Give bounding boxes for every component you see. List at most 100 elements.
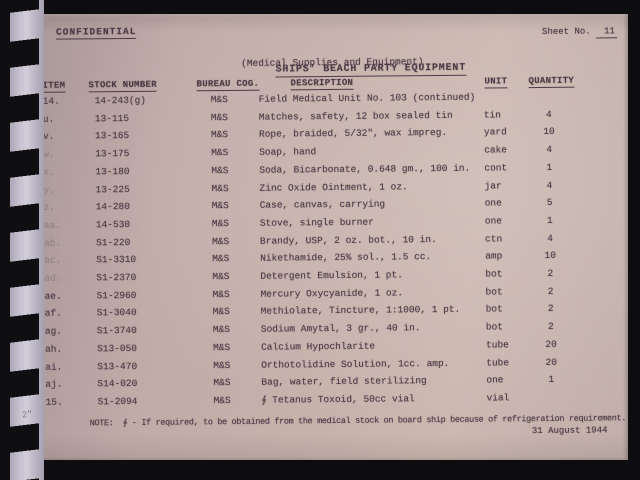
description-cell: Mercury Oxycyanide, 1 oz. — [260, 287, 404, 300]
quantity-cell: 2 — [547, 285, 554, 297]
description-cell: Rope, braided, 5/32", wax impreg. — [258, 127, 448, 141]
quantity-cell: 4 — [546, 143, 553, 156]
sheet-number-label: Sheet No. — [541, 26, 591, 37]
bureau-cog-cell: M&S — [211, 147, 229, 159]
unit-cell: one — [486, 374, 504, 386]
quantity-cell: 4 — [546, 179, 553, 191]
quantity-cell: 10 — [543, 126, 555, 138]
bureau-cog-cell: M&S — [212, 306, 230, 318]
sheet-number: Sheet No. 11 — [541, 26, 617, 39]
column-header-bureau-cog: BUREAU COG. — [196, 78, 260, 92]
unit-cell: bot — [485, 303, 503, 315]
stock-number-cell: S1-3310 — [96, 254, 137, 266]
stock-number-cell: 14-530 — [95, 218, 131, 231]
description-cell: Zinc Oxide Ointment, 1 oz. — [259, 180, 408, 194]
item-cell: ai. — [45, 361, 63, 373]
unit-cell: yard — [483, 126, 507, 138]
description-cell: Orthotolidine Solution, 1cc. amp. — [261, 357, 450, 371]
quantity-cell: 5 — [546, 197, 553, 209]
column-header-quantity: QUANTITY — [528, 75, 575, 89]
column-header-description: DESCRIPTION — [290, 77, 354, 91]
quantity-cell: 2 — [547, 267, 554, 279]
description-cell: Field Medical Unit No. 103 (continued) — [258, 91, 476, 105]
description-cell: Methiolate, Tincture, 1:1000, 1 pt. — [260, 304, 461, 318]
stock-number-cell: 13-165 — [94, 130, 130, 142]
unit-cell: jar — [484, 179, 502, 192]
stock-number-cell: 14-280 — [95, 201, 130, 213]
bureau-cog-cell: M&S — [210, 94, 228, 106]
bureau-cog-cell: M&S — [211, 217, 230, 230]
bureau-cog-cell: M&S — [213, 377, 231, 389]
unit-cell: bot — [485, 268, 503, 280]
item-cell: z. — [43, 201, 56, 213]
item-cell: 15. — [45, 396, 63, 408]
description-cell: Soap, hand — [259, 146, 317, 158]
bureau-cog-cell: M&S — [212, 324, 231, 336]
document-page: CONFIDENTIAL Sheet No. 11 SHIPS' BEACH P… — [40, 14, 628, 460]
item-cell: x. — [43, 166, 55, 178]
quantity-cell: 10 — [544, 250, 556, 262]
comb-binding — [0, 0, 44, 480]
stock-number-cell: 13-115 — [94, 112, 130, 124]
handwritten-margin-mark: 2″ — [21, 409, 34, 421]
equipment-table: 14. 14-243(g) M&S Field Medical Unit No.… — [38, 11, 626, 408]
bureau-cog-cell: M&S — [212, 288, 230, 300]
item-cell: ac. — [44, 254, 62, 267]
document-date: 31 August 1944 — [531, 425, 608, 437]
description-cell: Detergent Emulsion, 1 pt. — [260, 269, 403, 282]
bureau-cog-cell: M&S — [213, 394, 231, 407]
quantity-cell: 20 — [545, 338, 557, 350]
quantity-cell: 1 — [548, 374, 555, 386]
unit-cell: amp — [485, 250, 503, 262]
stock-number-cell: 14-243(g) — [94, 94, 147, 107]
item-cell: ah. — [45, 343, 63, 355]
quantity-cell: 4 — [545, 108, 552, 120]
quantity-cell: 4 — [547, 232, 553, 244]
unit-cell: tube — [485, 339, 509, 351]
stock-number-cell: S13-050 — [97, 342, 138, 355]
bureau-cog-cell: M&S — [210, 111, 229, 123]
bureau-cog-cell: M&S — [213, 341, 231, 353]
stock-number-cell: 13-180 — [95, 165, 130, 178]
stock-number-cell: 13-175 — [95, 148, 130, 160]
unit-cell: cake — [484, 144, 508, 156]
item-cell: aa. — [43, 219, 62, 231]
column-header-item: ITEM — [42, 80, 66, 93]
description-cell: Nikethamide, 25% sol., 1.5 cc. — [260, 251, 432, 265]
column-header-unit: UNIT — [484, 76, 508, 89]
item-cell: y. — [43, 184, 55, 196]
bureau-cog-cell: M&S — [211, 235, 230, 247]
stock-number-cell: S1-2370 — [96, 271, 137, 284]
unit-cell: one — [484, 215, 503, 227]
item-cell: ab. — [43, 237, 62, 249]
page-content: CONFIDENTIAL Sheet No. 11 SHIPS' BEACH P… — [38, 11, 630, 463]
stock-number-cell: S1-3740 — [96, 324, 137, 337]
item-cell: w. — [43, 148, 55, 160]
unit-cell: bot — [485, 321, 504, 333]
column-header-stock-number: STOCK NUMBER — [88, 79, 158, 93]
stock-number-cell: S1-2094 — [97, 395, 138, 408]
classification-marking: CONFIDENTIAL — [55, 25, 137, 40]
description-cell: Calcium Hypochlarite — [260, 340, 376, 353]
stock-number-cell: S1-3040 — [96, 307, 137, 319]
stock-number-cell: S14-020 — [97, 378, 138, 390]
unit-cell: bot — [485, 286, 503, 298]
item-cell: ad. — [44, 272, 62, 284]
item-cell: ag. — [44, 325, 63, 337]
unit-cell: one — [484, 197, 502, 209]
item-cell: aj. — [45, 378, 63, 390]
stock-number-cell: S13-470 — [97, 360, 138, 372]
quantity-cell: 2 — [547, 303, 554, 315]
description-cell: Case, canvas, carrying — [259, 198, 386, 211]
description-cell: Sodium Amytal, 3 gr., 40 in. — [260, 322, 421, 335]
description-cell: Brandy, USP, 2 oz. bot., 10 in. — [259, 233, 437, 247]
quantity-cell: 1 — [546, 161, 553, 173]
item-cell: v. — [42, 131, 55, 143]
bureau-cog-cell: M&S — [210, 129, 229, 141]
bureau-cog-cell: M&S — [212, 271, 230, 283]
quantity-cell: 2 — [547, 320, 554, 333]
unit-cell: tin — [483, 109, 501, 121]
binding-spine — [0, 0, 10, 480]
bureau-cog-cell: M&S — [212, 253, 230, 265]
bureau-cog-cell: M&S — [211, 200, 229, 212]
